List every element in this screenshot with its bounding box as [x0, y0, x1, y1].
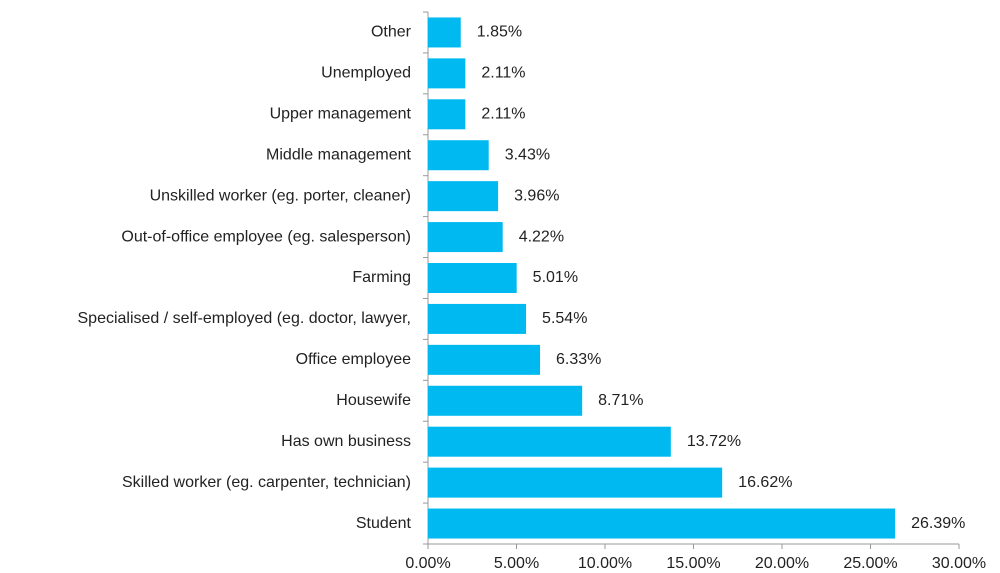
value-label: 13.72% [687, 433, 741, 450]
value-label: 6.33% [556, 351, 601, 368]
bar [428, 385, 583, 416]
bar [428, 140, 489, 171]
value-label: 4.22% [519, 228, 564, 245]
bar [428, 17, 461, 48]
y-tick-label: Student [356, 515, 412, 532]
bar [428, 508, 896, 539]
value-label: 2.11% [481, 106, 525, 123]
value-label: 5.54% [542, 310, 587, 327]
bar [428, 222, 503, 253]
value-label: 3.96% [514, 187, 559, 204]
y-tick-label: Housewife [336, 392, 411, 409]
value-label: 3.43% [505, 146, 550, 163]
x-tick-label: 30.00% [932, 555, 986, 572]
value-label: 16.62% [738, 474, 792, 491]
x-tick-label: 10.00% [578, 555, 632, 572]
bar [428, 181, 499, 212]
x-tick-label: 0.00% [405, 555, 450, 572]
y-tick-label: Unskilled worker (eg. porter, cleaner) [150, 187, 411, 204]
bar [428, 58, 466, 89]
y-tick-label: Farming [352, 269, 411, 286]
y-tick-label: Other [371, 24, 412, 41]
y-tick-label: Office employee [296, 351, 411, 368]
bar [428, 303, 527, 334]
value-label: 5.01% [533, 269, 578, 286]
x-tick-label: 25.00% [843, 555, 897, 572]
bar [428, 426, 671, 457]
y-tick-label: Middle management [266, 146, 412, 163]
y-tick-label: Out-of-office employee (eg. salesperson) [121, 228, 411, 245]
x-tick-label: 20.00% [755, 555, 809, 572]
value-label: 26.39% [911, 515, 965, 532]
y-tick-label: Upper management [270, 106, 412, 123]
y-tick-label: Unemployed [321, 65, 411, 82]
bar [428, 467, 723, 498]
y-tick-label: Skilled worker (eg. carpenter, technicia… [122, 474, 411, 491]
bar [428, 263, 517, 293]
value-label: 8.71% [598, 392, 643, 409]
x-tick-label: 15.00% [666, 555, 720, 572]
x-tick-label: 5.00% [494, 555, 539, 572]
bar [428, 344, 541, 375]
y-tick-label: Has own business [281, 433, 411, 450]
y-tick-label: Specialised / self-employed (eg. doctor,… [78, 310, 412, 327]
bar [428, 99, 466, 130]
value-label: 2.11% [481, 65, 525, 82]
value-label: 1.85% [477, 24, 522, 41]
